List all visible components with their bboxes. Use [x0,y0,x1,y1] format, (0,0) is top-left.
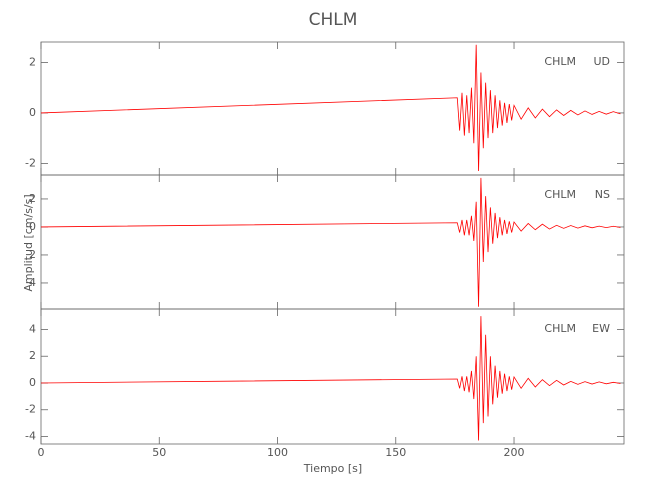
y-tick-label: 4 [29,276,36,289]
x-tick-label: 100 [267,446,288,459]
y-tick-label: 4 [29,322,36,335]
y-tick-label: 2 [29,349,36,362]
waveform [40,44,621,171]
y-tick-label: 2 [29,192,36,205]
y-tick-label: -4 [25,430,36,443]
panel-frame [40,174,625,310]
x-axis-label: Tiempo [s] [303,462,362,475]
x-tick-label: 50 [152,446,166,459]
station-label: CHLM [544,322,576,335]
x-tick-label: 0 [38,446,45,459]
panel-frame [40,41,625,176]
y-tick-label: -2 [25,403,36,416]
y-tick-label: -2 [25,156,36,169]
y-tick-label: 0 [29,376,36,389]
panel-frame [40,308,625,445]
x-tick-label: 150 [385,446,406,459]
chart-title: CHLM [309,10,358,30]
component-label: NS [595,188,610,201]
y-axis-label: Amplitud [cm/s/s] [22,194,35,291]
y-tick-label: 2 [29,55,36,68]
component-label: EW [592,322,610,335]
waveform [40,177,621,307]
x-tick-label: 200 [504,446,525,459]
y-tick-label: 0 [29,106,36,119]
waveform [40,316,621,441]
y-tick-label: 0 [29,220,36,233]
component-label: UD [593,55,610,68]
station-label: CHLM [544,188,576,201]
station-label: CHLM [544,55,576,68]
y-tick-label: 2 [29,248,36,261]
